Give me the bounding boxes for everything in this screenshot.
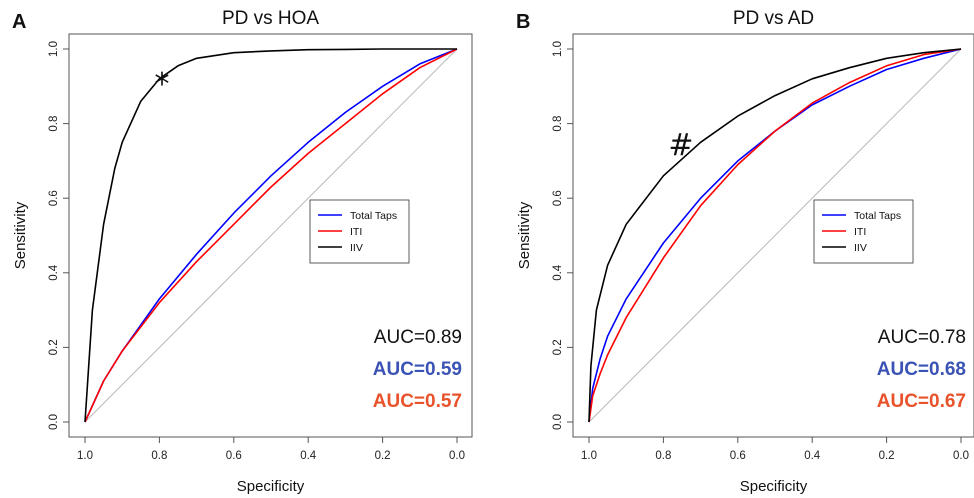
y-tick-label: 0.4 — [48, 264, 60, 281]
legend-entry: ITI — [350, 226, 362, 238]
y-tick-label: 1.0 — [552, 41, 564, 57]
plot-frame — [68, 33, 473, 438]
y-tick-label: 0.0 — [552, 414, 564, 430]
roc-curve-iiv — [84, 48, 457, 423]
y-tick-label: 0.2 — [48, 339, 60, 355]
y-axis-label: Sensitivity — [12, 201, 29, 269]
legend-entry: Total Taps — [854, 210, 901, 222]
y-tick-label: 0.6 — [48, 190, 60, 206]
x-tick-label: 0.0 — [953, 450, 969, 462]
x-tick-label: 0.0 — [449, 450, 465, 462]
auc-label: AUC=0.68 — [877, 359, 966, 380]
reference-diagonal — [84, 48, 458, 423]
legend: Total Taps ITI IIV — [813, 199, 914, 264]
legend-entry: Total Taps — [350, 210, 397, 222]
x-tick-label: 0.8 — [151, 450, 167, 462]
auc-label: AUC=0.67 — [877, 391, 966, 412]
x-tick-label: 0.4 — [300, 450, 317, 462]
panel-letter: A — [12, 11, 26, 33]
y-tick-label: 0.4 — [552, 264, 564, 281]
x-tick-label: 0.6 — [730, 450, 746, 462]
legend: Total Taps ITI IIV — [309, 199, 410, 264]
x-tick-label: 1.0 — [581, 450, 597, 462]
auc-label: AUC=0.57 — [373, 391, 462, 412]
x-tick-label: 0.2 — [879, 450, 895, 462]
chart-title: PD vs AD — [733, 8, 814, 29]
x-axis-label: Specificity — [740, 478, 808, 495]
panel-letter: B — [516, 11, 530, 33]
auc-label: AUC=0.59 — [373, 359, 462, 380]
roc-curve-total-taps — [588, 48, 962, 423]
x-tick-label: 0.6 — [226, 450, 242, 462]
y-tick-label: 1.0 — [48, 41, 60, 57]
roc-curve-iiv — [588, 48, 962, 423]
roc-curve-iti — [588, 48, 962, 423]
x-tick-label: 0.2 — [375, 450, 391, 462]
x-tick-label: 0.4 — [804, 450, 821, 462]
legend-entry: ITI — [854, 226, 866, 238]
x-tick-label: 0.8 — [655, 450, 671, 462]
chart-panel-b: B PD vs AD 1.0 0.8 0.6 0.4 0.2 0.0 0.0 0.2 0.4 0.6 0… — [516, 8, 974, 495]
y-tick-label: 0.0 — [48, 414, 60, 430]
chart-title: PD vs HOA — [222, 8, 319, 29]
legend-entry: IIV — [854, 242, 867, 254]
significance-marker: # — [668, 128, 693, 163]
auc-label: AUC=0.78 — [878, 327, 966, 348]
legend-entry: IIV — [350, 242, 363, 254]
chart-panel-a: A PD vs HOA 1.0 0.8 0.6 0.4 0.2 0.0 0.0 0.2 0.4 0.6… — [12, 8, 473, 495]
y-tick-label: 0.2 — [552, 339, 564, 355]
roc-curve-iti — [84, 48, 458, 423]
y-axis-label: Sensitivity — [516, 201, 533, 269]
x-tick-label: 1.0 — [77, 450, 93, 462]
plot-frame — [572, 33, 974, 438]
y-tick-label: 0.6 — [552, 190, 564, 206]
y-tick-label: 0.8 — [48, 116, 60, 132]
reference-diagonal — [588, 48, 962, 423]
significance-marker: * — [155, 67, 170, 102]
y-tick-label: 0.8 — [552, 116, 564, 132]
auc-label: AUC=0.89 — [374, 327, 462, 348]
x-axis-label: Specificity — [237, 478, 305, 495]
